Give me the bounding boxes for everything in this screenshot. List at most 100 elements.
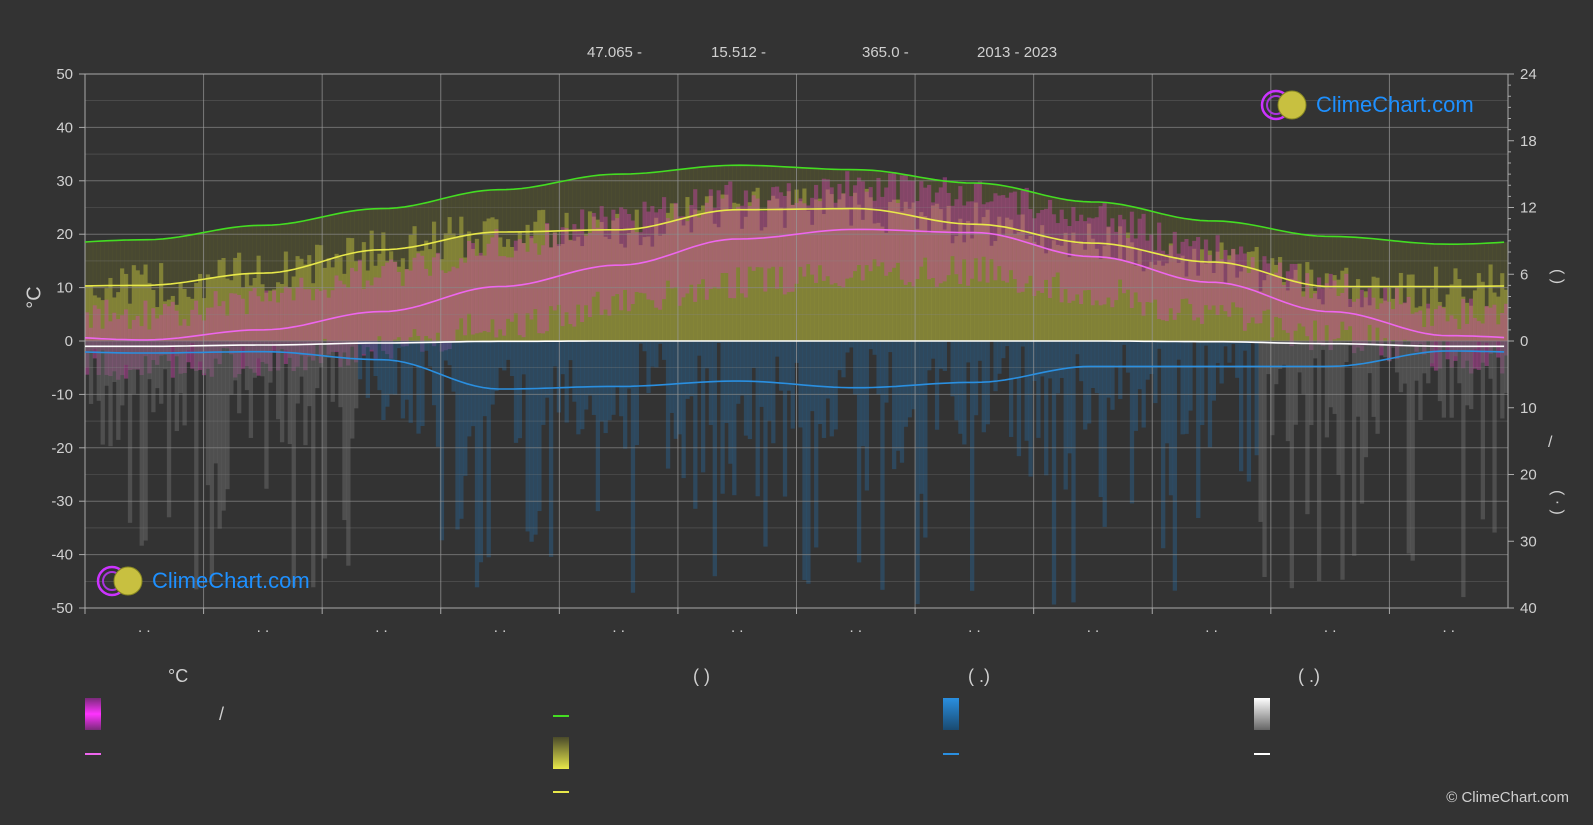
precip-bar (650, 341, 655, 367)
temp-range-bar (361, 288, 367, 356)
sunshine-bar (326, 258, 332, 341)
daylight-bar (127, 239, 133, 341)
temp-range-bar (642, 201, 647, 294)
precip-bar (338, 341, 343, 408)
temp-range-bar (654, 212, 659, 308)
precip-bar (962, 341, 967, 445)
sunshine-bar (1149, 261, 1154, 341)
precip-bar (424, 341, 429, 351)
sunshine-bar (233, 257, 238, 341)
precip-bar (1285, 341, 1291, 442)
precip-bar (209, 341, 215, 582)
precip-bar (1297, 341, 1302, 373)
series-lines (84, 164, 1505, 390)
temp-range-bar (919, 181, 924, 267)
sunshine-bar (973, 202, 979, 341)
daylight-bar (182, 236, 187, 341)
temp-range-bar (950, 205, 955, 257)
sunshine-bar (1254, 246, 1259, 341)
temp-range-bar (244, 314, 250, 367)
precip-bar (385, 341, 390, 407)
sunshine-bar (700, 205, 706, 341)
sunshine-bar (108, 277, 113, 341)
precip-bar (162, 341, 168, 370)
sunshine-bar (1192, 248, 1197, 341)
precip-bar (1352, 341, 1357, 556)
precip-bar (560, 341, 565, 375)
sunshine-bar (595, 219, 601, 341)
temp-range-bar (724, 184, 729, 274)
sunshine-bar (934, 203, 940, 341)
precip-bar (1168, 341, 1174, 496)
sunshine-bar (1285, 290, 1291, 341)
temp-range-bar (626, 214, 632, 312)
temp-range-bar (1281, 284, 1287, 331)
sunshine-bar (669, 203, 675, 341)
sunshine-bar (689, 232, 694, 341)
temp-range-bar (240, 298, 246, 369)
precip-bar (1383, 341, 1388, 358)
y-tick-left: 0 (65, 333, 73, 350)
temp-range-bar (1320, 288, 1326, 346)
daylight-bar (1363, 237, 1369, 341)
precip-bar (1293, 341, 1298, 425)
precip-bar (545, 341, 550, 398)
daylight-bar (1445, 244, 1450, 341)
sunshine-bar (1137, 249, 1142, 341)
sunshine-bar (225, 278, 230, 341)
precip-bar (502, 341, 507, 371)
sunshine-bar (677, 218, 682, 341)
sunshine-bar (950, 243, 955, 341)
precip-bar (1153, 341, 1158, 404)
daylight-bar (162, 238, 168, 341)
daylight-bar (1496, 242, 1501, 341)
legend-snow-heading: ( .) (1298, 666, 1320, 686)
sunshine-bar (1055, 244, 1061, 341)
precip-bar (763, 341, 768, 547)
precip-bar (587, 341, 593, 396)
precip-bar (404, 341, 409, 400)
precip-bar (630, 341, 636, 593)
temp-range-bar (1118, 214, 1123, 280)
temp-range-bar (143, 300, 148, 357)
precip-bar (1422, 341, 1427, 374)
sunshine-bar (1332, 275, 1337, 341)
sunshine-bar (1274, 264, 1279, 341)
sunshine-bar (1242, 266, 1248, 341)
sunshine-bar (1223, 283, 1228, 341)
temp-mean-line (84, 228, 1505, 341)
sunshine-bar (1422, 288, 1427, 341)
temp-range-bar (931, 202, 936, 278)
temp-range-bar (174, 310, 179, 357)
precip-bar (1024, 341, 1029, 441)
precip-bar (1449, 341, 1454, 418)
sunshine-bar (1313, 290, 1318, 341)
sunshine-bar (1504, 289, 1509, 341)
temp-range-bar (392, 261, 398, 340)
sunshine-bar (580, 246, 585, 341)
precip-bar (584, 341, 589, 410)
precip-bar (529, 341, 534, 542)
precip-bar (1215, 341, 1220, 364)
sunshine-bar (1200, 249, 1205, 341)
sunshine-bar (385, 260, 390, 341)
sunshine-bar (708, 195, 714, 341)
precip-bar (1176, 341, 1181, 360)
sunshine-bar (307, 255, 312, 341)
precip-bar (607, 341, 612, 421)
temp-range-bar (661, 197, 667, 300)
sunshine-bar (330, 267, 335, 341)
sunshine-bar (1188, 259, 1193, 341)
temp-range-bar (334, 275, 339, 353)
sunshine-bar (474, 238, 480, 341)
sunshine-bar (283, 251, 289, 341)
temp-range-bar (412, 257, 417, 330)
sunshine-bar (1094, 248, 1100, 341)
temp-range-bar (615, 218, 620, 295)
y-tick-left: -10 (51, 386, 73, 403)
temp-range-bar (1176, 253, 1181, 313)
precip-bar (903, 341, 909, 427)
temp-range-bar (272, 290, 277, 351)
precip-bar (646, 341, 651, 394)
temp-range-bar (732, 210, 737, 299)
